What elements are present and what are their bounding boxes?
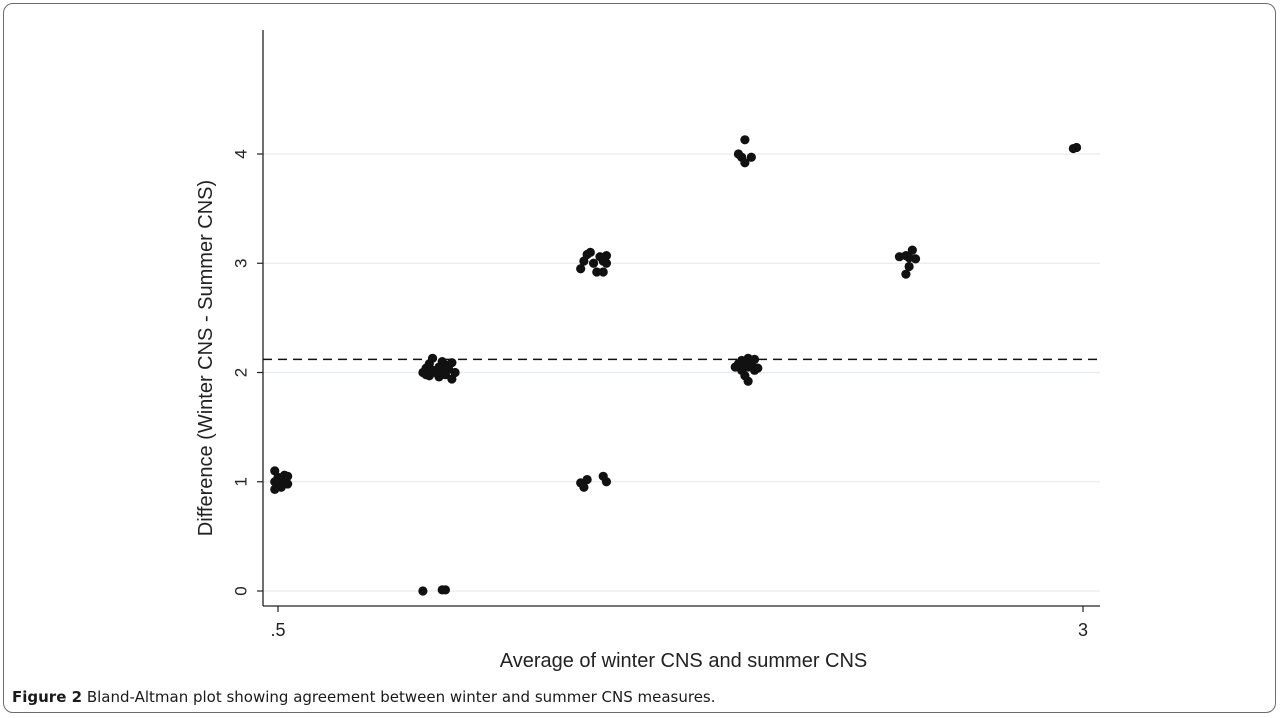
data-point bbox=[427, 353, 438, 363]
y-tick-label-1: 1 bbox=[232, 477, 251, 486]
gridlines bbox=[263, 153, 1100, 592]
data-point bbox=[582, 474, 592, 485]
data-point bbox=[746, 152, 756, 162]
data-point bbox=[440, 585, 451, 595]
data-point bbox=[753, 363, 763, 373]
data-point bbox=[740, 135, 750, 145]
x-tick-label-.5: .5 bbox=[270, 620, 285, 640]
data-point bbox=[601, 251, 612, 261]
data-point bbox=[273, 474, 283, 485]
axis-labels: 0 1 2 3 4 .5 3 Average of winter CNS and summer… bbox=[195, 149, 1088, 672]
figure-caption: Figure 2 Bland-Altman plot showing agree… bbox=[12, 688, 716, 706]
data-point bbox=[283, 471, 293, 481]
y-tick-label-2: 2 bbox=[232, 368, 251, 377]
data-point bbox=[907, 245, 917, 255]
bland-altman-plot: 0 1 2 3 4 .5 3 Average of winter CNS and summer… bbox=[195, 30, 1100, 672]
x-tick-label-3: 3 bbox=[1078, 620, 1088, 640]
data-point bbox=[576, 264, 586, 274]
data-points bbox=[270, 135, 1082, 596]
axes bbox=[257, 30, 1100, 612]
caption-label: Figure 2 bbox=[12, 688, 83, 706]
data-point bbox=[1071, 142, 1082, 153]
data-point bbox=[437, 366, 447, 377]
data-point bbox=[447, 358, 457, 368]
data-point bbox=[270, 466, 280, 476]
data-point bbox=[740, 360, 750, 370]
data-point bbox=[421, 370, 431, 380]
data-point bbox=[740, 158, 750, 168]
data-point bbox=[601, 258, 612, 268]
data-point bbox=[592, 267, 602, 277]
y-tick-label-3: 3 bbox=[232, 259, 251, 268]
data-point bbox=[901, 269, 911, 279]
y-tick-label-0: 0 bbox=[232, 586, 251, 595]
data-point bbox=[904, 261, 914, 272]
data-point bbox=[585, 247, 595, 257]
x-axis-title: Average of winter CNS and summer CNS bbox=[500, 650, 868, 672]
y-tick-label-4: 4 bbox=[232, 149, 251, 158]
data-point bbox=[743, 376, 753, 386]
data-point bbox=[588, 258, 599, 268]
data-point bbox=[601, 477, 612, 487]
data-point bbox=[910, 254, 921, 264]
y-axis-title: Difference (Winter CNS - Summer CNS) bbox=[195, 180, 217, 536]
data-point bbox=[579, 482, 589, 492]
data-point bbox=[598, 267, 608, 277]
data-point bbox=[418, 586, 428, 596]
data-point bbox=[276, 482, 286, 492]
figure-frame bbox=[3, 3, 1276, 713]
data-point bbox=[450, 367, 460, 378]
caption-text: Bland-Altman plot showing agreement betw… bbox=[82, 688, 716, 706]
data-point bbox=[749, 354, 760, 364]
